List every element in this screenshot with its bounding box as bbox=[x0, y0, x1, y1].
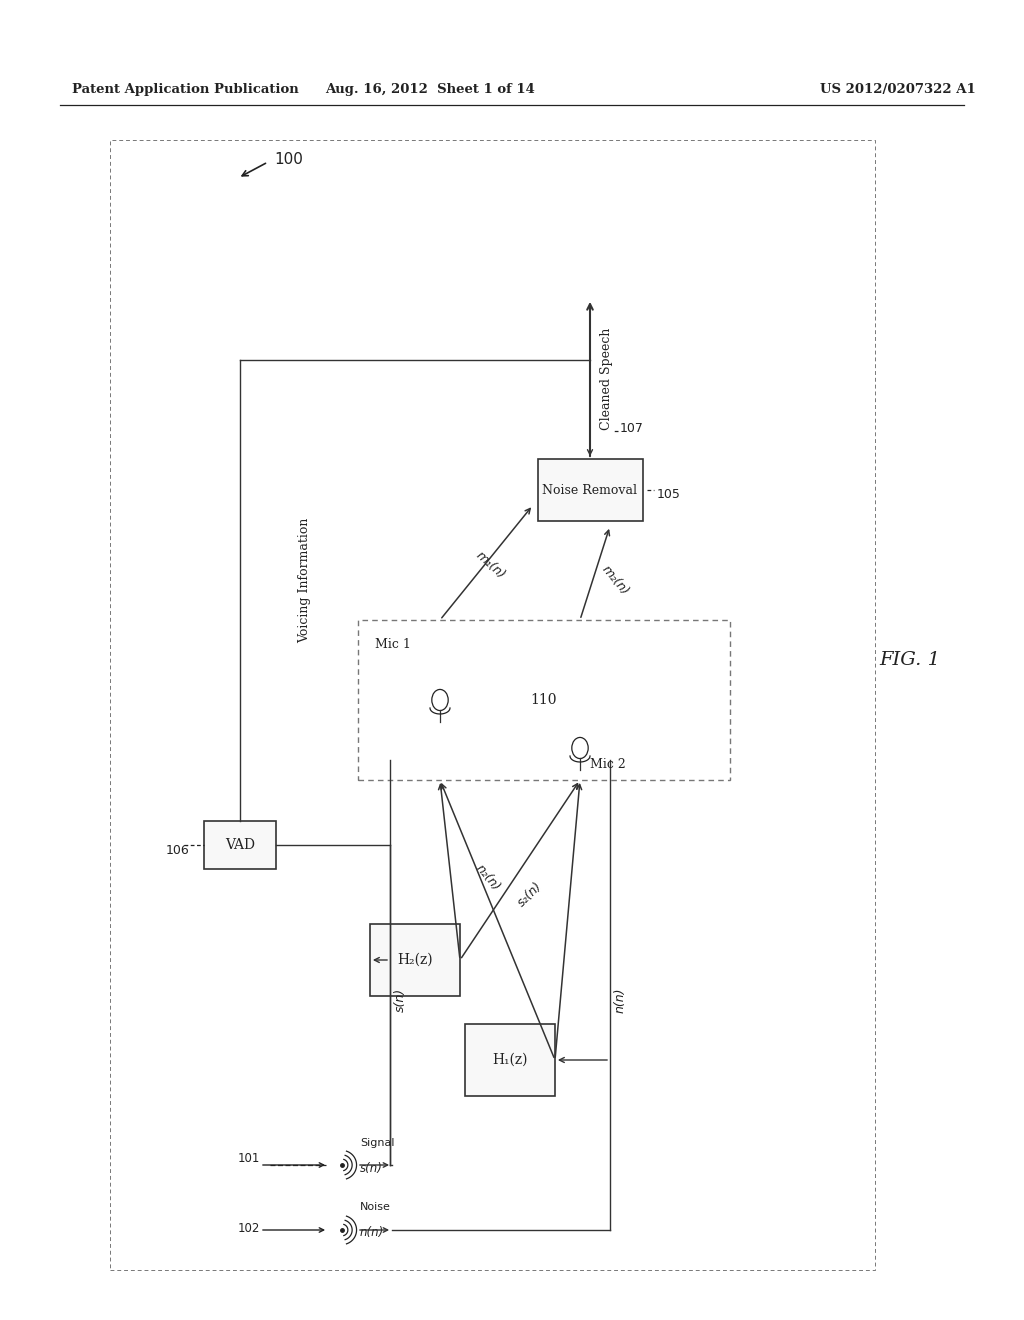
Text: 106: 106 bbox=[166, 843, 189, 857]
FancyBboxPatch shape bbox=[370, 924, 460, 997]
Text: s(n): s(n) bbox=[393, 987, 407, 1012]
Text: m₂(n): m₂(n) bbox=[599, 562, 631, 598]
FancyBboxPatch shape bbox=[204, 821, 276, 869]
Text: 101: 101 bbox=[238, 1151, 260, 1164]
Text: Noise Removal: Noise Removal bbox=[543, 483, 638, 496]
FancyBboxPatch shape bbox=[538, 459, 642, 521]
Text: n₂(n): n₂(n) bbox=[473, 862, 503, 894]
Text: n(n): n(n) bbox=[360, 1226, 384, 1239]
Text: US 2012/0207322 A1: US 2012/0207322 A1 bbox=[820, 83, 976, 96]
Text: 105: 105 bbox=[657, 488, 681, 502]
Text: Voicing Information: Voicing Information bbox=[299, 517, 311, 643]
Text: Mic 2: Mic 2 bbox=[590, 758, 626, 771]
Text: H₁(z): H₁(z) bbox=[493, 1053, 527, 1067]
Text: H₂(z): H₂(z) bbox=[397, 953, 433, 968]
Text: Noise: Noise bbox=[360, 1203, 391, 1212]
Text: VAD: VAD bbox=[225, 838, 255, 851]
Text: 100: 100 bbox=[274, 153, 303, 168]
Text: s(n): s(n) bbox=[360, 1162, 383, 1175]
FancyBboxPatch shape bbox=[465, 1024, 555, 1096]
Text: 102: 102 bbox=[238, 1221, 260, 1234]
Text: 110: 110 bbox=[530, 693, 557, 708]
Text: s₂(n): s₂(n) bbox=[515, 880, 545, 909]
Text: Cleaned Speech: Cleaned Speech bbox=[600, 327, 613, 430]
Text: FIG. 1: FIG. 1 bbox=[880, 651, 940, 669]
Text: m₁(n): m₁(n) bbox=[473, 549, 507, 581]
Text: Patent Application Publication: Patent Application Publication bbox=[72, 83, 299, 96]
Text: n(n): n(n) bbox=[613, 987, 627, 1012]
Text: Mic 1: Mic 1 bbox=[375, 638, 411, 651]
Text: Aug. 16, 2012  Sheet 1 of 14: Aug. 16, 2012 Sheet 1 of 14 bbox=[325, 83, 535, 96]
Text: Signal: Signal bbox=[360, 1138, 394, 1148]
Text: 107: 107 bbox=[621, 422, 644, 436]
